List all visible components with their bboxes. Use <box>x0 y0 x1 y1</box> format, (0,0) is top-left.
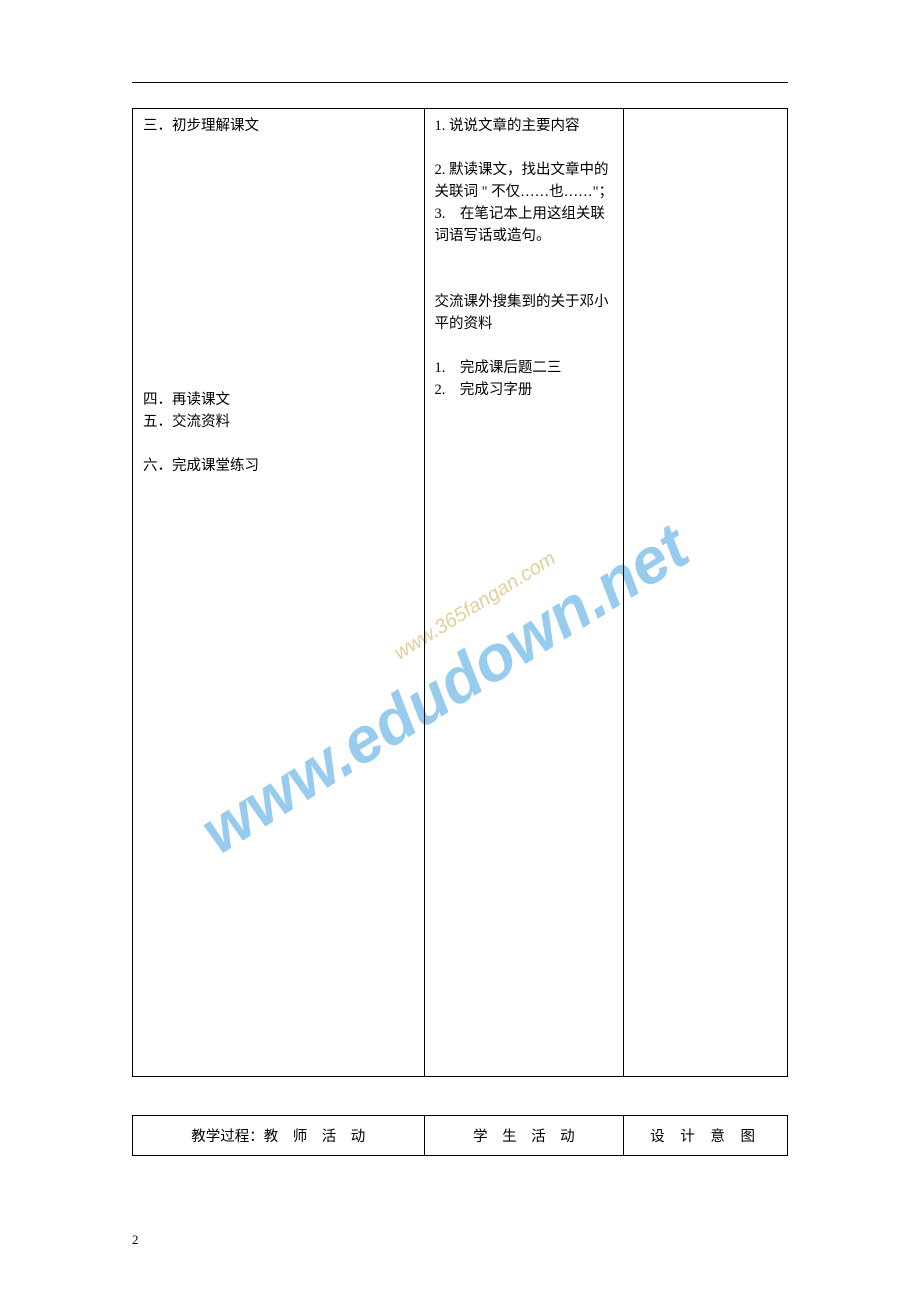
teacher-activity-cell: 三．初步理解课文 四．再读课文 五．交流资料 六．完成课堂练习 <box>133 109 425 1077</box>
student-point-1: 1. 说说文章的主要内容 <box>435 115 614 137</box>
table-row: 三．初步理解课文 四．再读课文 五．交流资料 六．完成课堂练习 1. 说说文章的… <box>133 109 788 1077</box>
header-student-activity: 学 生 活 动 <box>424 1116 624 1156</box>
header-teacher-activity: 教学过程：教 师 活 动 <box>133 1116 425 1156</box>
student-activity-cell: 1. 说说文章的主要内容 2. 默读课文，找出文章中的关联词 " 不仅……也……… <box>424 109 624 1077</box>
header-design-intent: 设 计 意 图 <box>624 1116 788 1156</box>
student-point-4b: 2. 完成习字册 <box>435 379 614 401</box>
student-point-2b: 3. 在笔记本上用这组关联词语写话或造句。 <box>435 203 614 247</box>
student-point-2a: 2. 默读课文，找出文章中的关联词 " 不仅……也……"； <box>435 159 614 203</box>
top-horizontal-rule <box>132 82 788 83</box>
page-number: 2 <box>132 1232 139 1248</box>
section-5-title: 五．交流资料 <box>143 411 414 433</box>
student-point-3: 交流课外搜集到的关于邓小平的资料 <box>435 291 614 335</box>
section-3-title: 三．初步理解课文 <box>143 115 414 137</box>
section-4-title: 四．再读课文 <box>143 389 414 411</box>
student-point-4a: 1. 完成课后题二三 <box>435 357 614 379</box>
design-intent-cell <box>624 109 788 1077</box>
lesson-main-table: 三．初步理解课文 四．再读课文 五．交流资料 六．完成课堂练习 1. 说说文章的… <box>132 108 788 1077</box>
section-6-title: 六．完成课堂练习 <box>143 455 414 477</box>
lesson-header-table: 教学过程：教 师 活 动 学 生 活 动 设 计 意 图 <box>132 1115 788 1156</box>
table-row: 教学过程：教 师 活 动 学 生 活 动 设 计 意 图 <box>133 1116 788 1156</box>
